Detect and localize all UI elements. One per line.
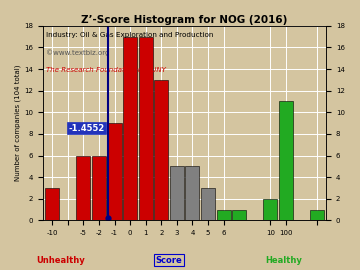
Text: Unhealthy: Unhealthy [36,256,85,265]
Title: Z’-Score Histogram for NOG (2016): Z’-Score Histogram for NOG (2016) [81,15,288,25]
Bar [310,210,324,220]
Text: Healthy: Healthy [266,256,302,265]
Bar [139,37,153,220]
Bar [185,166,199,220]
Bar [92,156,106,220]
Bar [108,123,122,220]
Bar [45,188,59,220]
Text: Industry: Oil & Gas Exploration and Production: Industry: Oil & Gas Exploration and Prod… [46,32,213,38]
Text: Score: Score [156,256,183,265]
Text: ©www.textbiz.org: ©www.textbiz.org [46,49,109,56]
Bar [263,199,277,220]
Bar [76,156,90,220]
Bar [217,210,230,220]
Bar [154,80,168,220]
Bar [279,102,293,220]
Text: The Research Foundation of SUNY: The Research Foundation of SUNY [46,67,166,73]
Bar [201,188,215,220]
Bar [123,37,137,220]
Bar [170,166,184,220]
Text: -1.4552: -1.4552 [68,124,104,133]
Bar [232,210,246,220]
Y-axis label: Number of companies (104 total): Number of companies (104 total) [15,65,22,181]
